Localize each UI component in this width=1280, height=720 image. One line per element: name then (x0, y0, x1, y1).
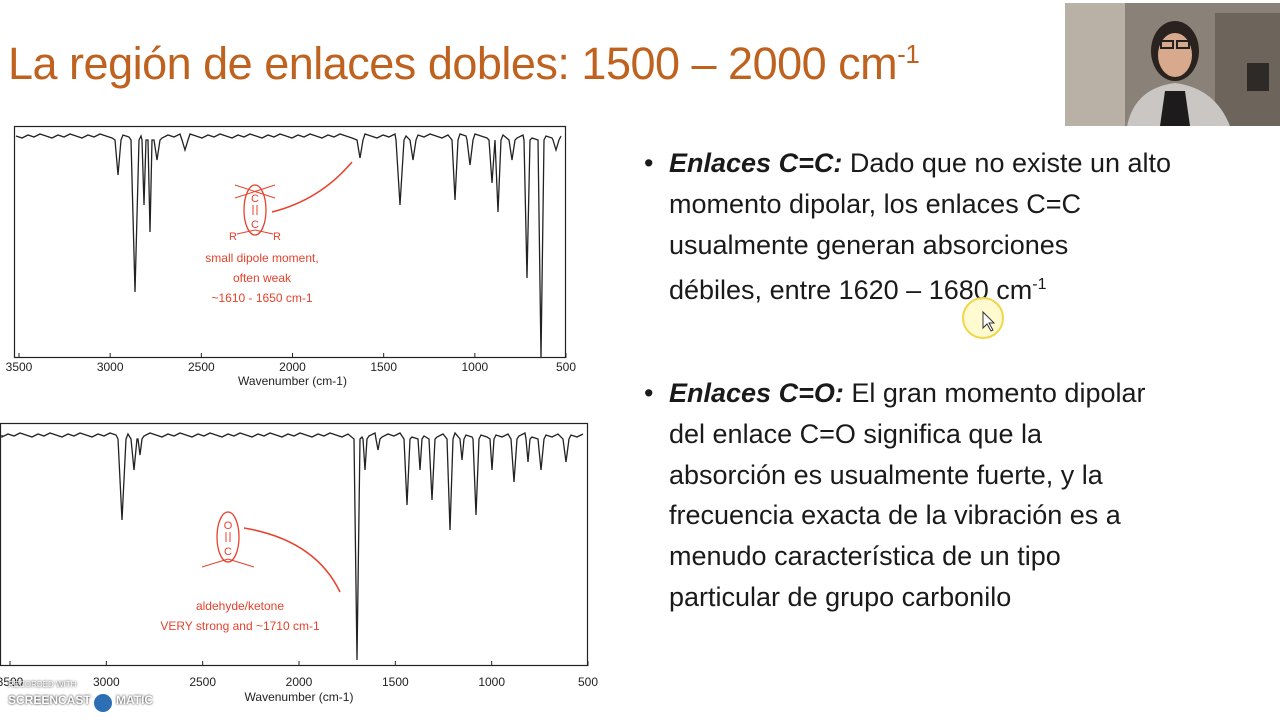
bullet-text: Dado que no existe un alto (842, 148, 1172, 178)
atom: O (224, 520, 233, 532)
watermark-top: RECORDED WITH (8, 680, 77, 689)
spectrum-trace (1, 431, 584, 661)
tick-label: 1500 (370, 360, 397, 374)
bond (236, 229, 256, 235)
bullet-text: frecuencia exacta de la vibración es a (669, 500, 1121, 531)
tick-label: 2000 (286, 675, 313, 689)
bullet-text: absorción es usualmente fuerte, y la (669, 459, 1103, 490)
tick-label: 2500 (189, 675, 216, 689)
spectrum-frame (13, 125, 567, 359)
annotation: ~1610 - 1650 cm-1 (211, 291, 312, 305)
bullet-line: absorción es usualmente fuerte, y la (669, 455, 1145, 496)
bullet-text: del enlace C=O significa que la (669, 418, 1042, 449)
bullet: • Enlaces C=O: El gran momento dipolar del… (644, 373, 1145, 618)
bullet-head: Enlaces C=O: (669, 378, 844, 408)
x-axis-label: Wavenumber (cm-1) (245, 690, 354, 704)
watermark-right: MATIC (116, 693, 154, 707)
bond-ellipse (216, 511, 240, 563)
bullet-line: menudo característica de un tipo (669, 536, 1145, 577)
bullet-line: particular de grupo carbonilo (669, 577, 1145, 618)
tick-label: 3500 (6, 360, 33, 374)
bullet-line: momento dipolar, los enlaces C=C (669, 184, 1171, 225)
bullet-line: Enlaces C=C: Dado que no existe un alto (669, 143, 1171, 184)
bullet-line: usualmente generan absorciones (669, 225, 1171, 266)
bullet-text: particular de grupo carbonilo (669, 581, 1012, 612)
webcam (1065, 3, 1280, 126)
watermark-left: SCREENCAST (8, 693, 91, 707)
bullet-line: frecuencia exacta de la vibración es a (669, 495, 1145, 536)
bond (201, 558, 229, 568)
spectra: 3500 3000 2500 2000 1500 1000 500 Wavenumber (c… (0, 125, 598, 704)
bullet-line: débiles, entre 1620 – 1680 cm-1 (669, 265, 1171, 311)
annotation: aldehyde/ketone (196, 599, 284, 613)
atom: R (273, 231, 281, 243)
tick-label: 500 (556, 360, 576, 374)
arrow (271, 161, 353, 213)
annotation: often weak (233, 271, 292, 285)
tick-label: 1500 (382, 675, 409, 689)
title-text: La región de enlaces dobles: 1500 – 2000… (8, 38, 898, 89)
atom: R (229, 231, 237, 243)
tick-label: 2000 (279, 360, 306, 374)
tick-label: 3000 (97, 360, 124, 374)
bullet: • Enlaces C=C: Dado que no existe un alto… (644, 143, 1171, 311)
bullet-text: momento dipolar, los enlaces C=C (669, 188, 1081, 219)
tick-label: 3000 (93, 675, 120, 689)
bullet-line: Enlaces C=O: El gran momento dipolar (669, 373, 1145, 414)
bullet-line: del enlace C=O significa que la (669, 414, 1145, 455)
spectrum-trace (15, 133, 562, 359)
bullet-dot: • (644, 378, 654, 408)
annotation: VERY strong and ~1710 cm-1 (160, 619, 320, 633)
bullet-head: Enlaces C=C: (669, 148, 843, 178)
watermark-logo (92, 692, 114, 714)
bullet-text: menudo característica de un tipo (669, 541, 1061, 572)
tick-label: 1000 (478, 675, 505, 689)
bond (227, 558, 255, 568)
bond (254, 229, 274, 235)
atom: C (251, 219, 259, 231)
bullet-sup: -1 (1032, 276, 1047, 294)
bond (234, 184, 276, 199)
x-axis-label: Wavenumber (cm-1) (238, 374, 347, 388)
bond-ellipse (243, 184, 267, 236)
bullet-dot: • (644, 148, 654, 178)
atom: C (224, 546, 232, 558)
tick-label: 3500 (0, 675, 24, 689)
tick-label: 500 (578, 675, 598, 689)
spectrum-frame (0, 422, 589, 667)
cursor-highlight (962, 297, 1004, 339)
arrow (243, 527, 341, 593)
watermark: RECORDED WITH SCREENCAST MATIC (0, 676, 200, 720)
slide-title: La región de enlaces dobles: 1500 – 2000… (8, 38, 920, 90)
title-sup: -1 (897, 39, 920, 69)
annotation: small dipole moment, (205, 251, 318, 265)
tick-label: 1000 (461, 360, 488, 374)
bullet-text: usualmente generan absorciones (669, 229, 1069, 260)
atom: C (251, 193, 259, 205)
tick-label: 2500 (188, 360, 215, 374)
bullet-text: El gran momento dipolar (843, 378, 1146, 408)
